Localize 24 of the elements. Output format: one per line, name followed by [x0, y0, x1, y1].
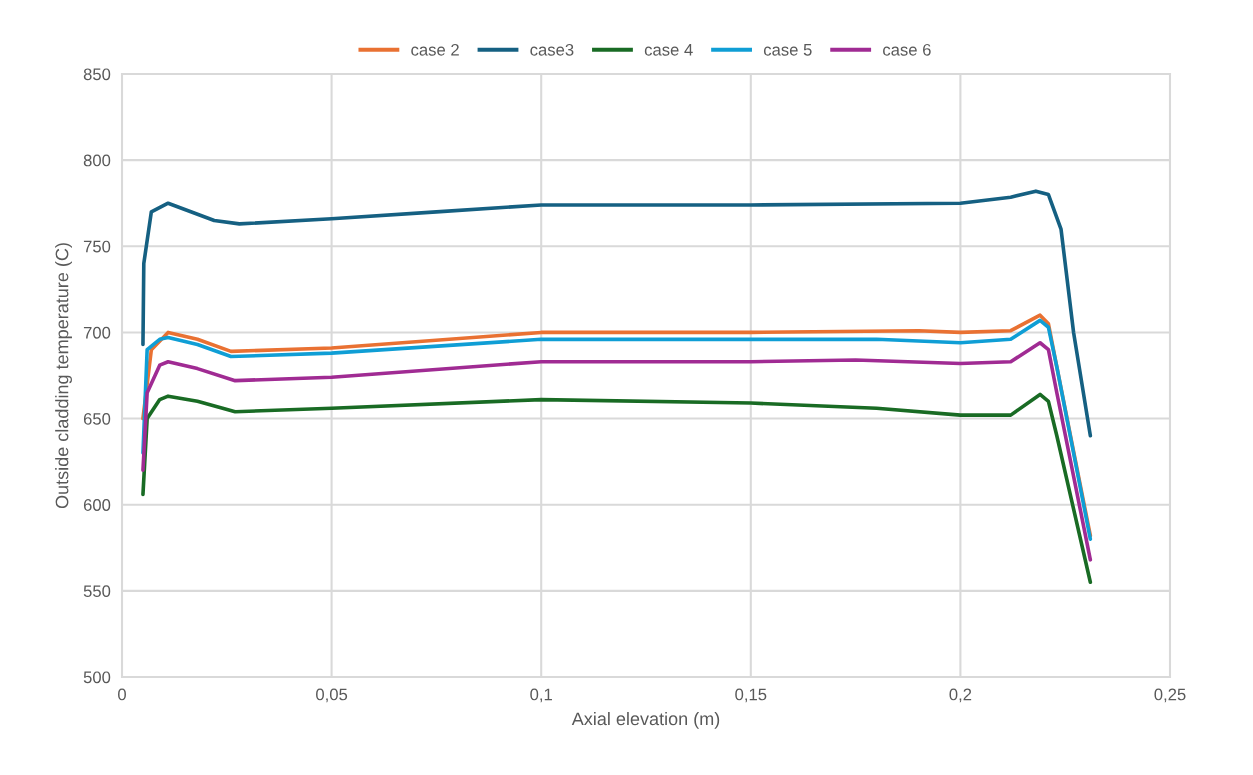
- x-axis-title: Axial elevation (m): [571, 711, 720, 729]
- legend-label: case 6: [883, 43, 931, 56]
- y-tick-label: 600: [83, 499, 111, 511]
- legend-label: case 5: [763, 44, 812, 56]
- y-tick-label: 700: [83, 326, 111, 339]
- x-tick-label: 0,05: [316, 688, 348, 703]
- y-tick-label: 500: [83, 671, 111, 684]
- y-tick-label: 800: [83, 154, 111, 167]
- x-tick-label: 0,15: [735, 688, 767, 703]
- line-series: [141, 340, 1093, 562]
- legend-label: case 2: [411, 43, 459, 56]
- y-tick-label: 550: [83, 585, 111, 598]
- x-tick-label: 0,25: [1154, 688, 1186, 703]
- x-tick-label: 0,1: [530, 688, 552, 703]
- legend-label: case3: [530, 43, 574, 56]
- line-series: [141, 189, 1093, 438]
- y-tick-label: 850: [83, 68, 111, 81]
- y-axis-title: Outside cladding temperature (C): [55, 243, 72, 509]
- y-tick-label: 650: [83, 412, 111, 425]
- x-tick-label: 0: [118, 688, 126, 701]
- legend-label: case 4: [644, 44, 693, 56]
- x-tick-label: 0,2: [949, 688, 972, 703]
- line-series: [141, 392, 1093, 585]
- y-tick-label: 750: [83, 240, 111, 253]
